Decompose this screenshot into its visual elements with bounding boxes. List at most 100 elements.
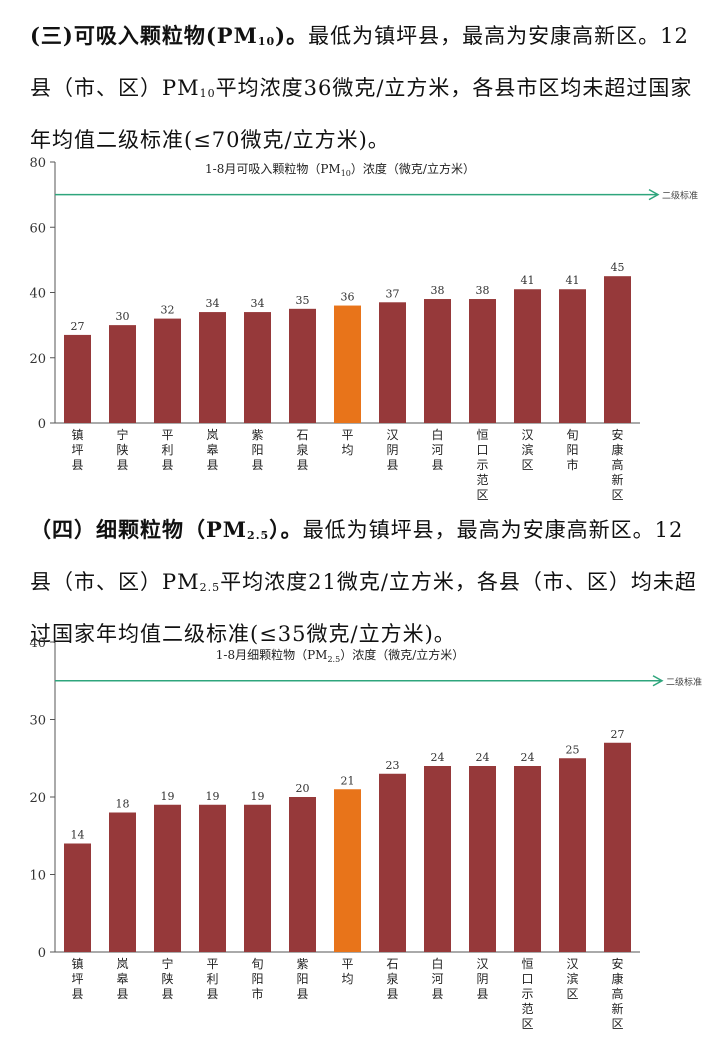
pm25-bar: [289, 797, 316, 952]
bar-value-label: 30: [116, 310, 130, 323]
category-label: 宁陕县: [116, 427, 128, 472]
bar-value-label: 41: [521, 274, 535, 287]
bar-value-label: 41: [566, 274, 580, 287]
category-label: 宁陕县: [161, 956, 173, 1001]
pm25-bar-chart: 0 10 20 30 40 1-8月细颗粒物（PM2.5）浓度（微克/立方米） 二级标准 14…: [29, 636, 702, 1030]
category-label: 石泉县: [296, 428, 308, 472]
pm25-bar: [559, 758, 586, 952]
bar-value-label: 36: [341, 291, 355, 304]
y-tick-label: 60: [29, 221, 46, 236]
pm25-bar: [109, 812, 136, 952]
pm10-bar: [379, 302, 406, 423]
bar-value-label: 34: [251, 297, 265, 310]
bar-value-label: 35: [296, 294, 310, 307]
y-tick-label: 30: [29, 714, 46, 729]
pm10-bar: [64, 334, 91, 423]
bar-value-label: 32: [161, 304, 175, 317]
bar-value-label: 38: [431, 284, 445, 297]
pm10-bar: [154, 318, 181, 423]
pm25-bar: [334, 789, 361, 952]
pm25-bar: [244, 804, 271, 952]
category-label: 平均: [341, 428, 353, 457]
pm25-bar: [514, 766, 541, 952]
category-label: 平利县: [206, 957, 218, 1001]
bar-value-label: 18: [116, 798, 130, 811]
pm25-heading: （四）细颗粒物（PM2.5）。: [30, 517, 303, 542]
pm10-paragraph: (三)可吸入颗粒物(PM10)。最低为镇坪县，最高为安康高新区。12县（市、区）…: [30, 23, 693, 152]
category-label: 旬阳市: [251, 957, 263, 1001]
category-label: 汉阴县: [386, 428, 398, 472]
category-label: 镇坪县: [71, 428, 83, 472]
bar-value-label: 19: [161, 790, 175, 803]
bar-value-label: 20: [296, 782, 310, 795]
bar-value-label: 24: [431, 751, 445, 764]
pm10-heading: (三)可吸入颗粒物(PM10)。: [30, 23, 309, 48]
category-label: 安康高新区: [611, 956, 623, 1030]
category-label: 平利县: [161, 428, 173, 472]
pm10-bar: [109, 325, 136, 423]
pm10-bar: [514, 289, 541, 423]
bar-value-label: 21: [341, 774, 355, 787]
y-tick-label: 40: [29, 636, 46, 651]
pm10-bar: [334, 305, 361, 423]
pm10-bar: [604, 276, 631, 423]
pm25-bar: [199, 804, 226, 952]
category-label: 石泉县: [386, 957, 398, 1001]
category-label: 白河县: [431, 427, 443, 472]
bar-value-label: 14: [71, 829, 85, 842]
category-label: 汉滨区: [566, 957, 578, 1001]
bar-value-label: 34: [206, 297, 220, 310]
bar-value-label: 24: [476, 751, 490, 764]
category-label: 恒口示范区: [476, 428, 488, 502]
pm25-bar: [604, 742, 631, 952]
category-label: 岚皋县: [206, 428, 218, 472]
reference-arrow-icon: [652, 675, 664, 687]
category-label: 紫阳县: [296, 957, 308, 1001]
bar-value-label: 27: [611, 728, 625, 741]
category-label: 汉滨区: [521, 428, 533, 472]
bar-value-label: 27: [71, 320, 85, 333]
category-label: 白河县: [431, 956, 443, 1001]
y-tick-label: 0: [38, 417, 46, 432]
pm10-text: 最低为镇坪县，最高为安康高新区。12县（市、区）PM: [30, 24, 689, 100]
pm25-bar: [379, 773, 406, 952]
y-tick-label: 80: [29, 156, 46, 171]
pm10-bar: [559, 289, 586, 423]
pm10-bar: [199, 312, 226, 423]
pm25-bar: [64, 843, 91, 952]
category-label: 旬阳市: [566, 428, 578, 472]
pm10-bar: [244, 312, 271, 423]
pm10-bar-chart: 0 20 40 60 80 1-8月可吸入颗粒物（PM10）浓度（微克/立方米） 二级标准 2…: [29, 156, 698, 502]
pm25-bar: [469, 766, 496, 952]
pm25-paragraph: （四）细颗粒物（PM2.5）。最低为镇坪县，最高为安康高新区。12县（市、区）P…: [30, 517, 697, 646]
pm25-bar: [424, 766, 451, 952]
reference-label: 二级标准: [662, 190, 698, 202]
chart-title: 1-8月细颗粒物（PM2.5）浓度（微克/立方米）: [216, 647, 464, 664]
chart-title: 1-8月可吸入颗粒物（PM10）浓度（微克/立方米）: [205, 161, 475, 178]
bar-value-label: 23: [386, 759, 400, 772]
y-tick-label: 40: [29, 287, 46, 302]
bar-value-label: 24: [521, 751, 535, 764]
bar-value-label: 19: [206, 790, 220, 803]
reference-label: 二级标准: [666, 676, 702, 688]
pm10-bar: [424, 299, 451, 423]
y-tick-label: 20: [29, 352, 46, 367]
pm10-bar: [289, 308, 316, 423]
category-label: 平均: [341, 957, 353, 986]
category-label: 汉阴县: [476, 957, 488, 1001]
pm10-bar: [469, 299, 496, 423]
pm25-bar: [154, 804, 181, 952]
y-tick-label: 20: [29, 791, 46, 806]
category-label: 安康高新区: [611, 427, 623, 502]
category-label: 紫阳县: [251, 428, 263, 472]
category-label: 镇坪县: [71, 957, 83, 1001]
bar-value-label: 37: [386, 287, 400, 300]
category-label: 恒口示范区: [521, 957, 533, 1030]
y-tick-label: 10: [29, 869, 46, 884]
bar-value-label: 38: [476, 284, 490, 297]
y-tick-label: 0: [38, 946, 46, 961]
category-label: 岚皋县: [116, 957, 128, 1001]
reference-arrow-icon: [648, 188, 660, 201]
pm25-text: 最低为镇坪县，最高为安康高新区。12县（市、区）PM: [30, 518, 684, 594]
bar-value-label: 19: [251, 790, 265, 803]
